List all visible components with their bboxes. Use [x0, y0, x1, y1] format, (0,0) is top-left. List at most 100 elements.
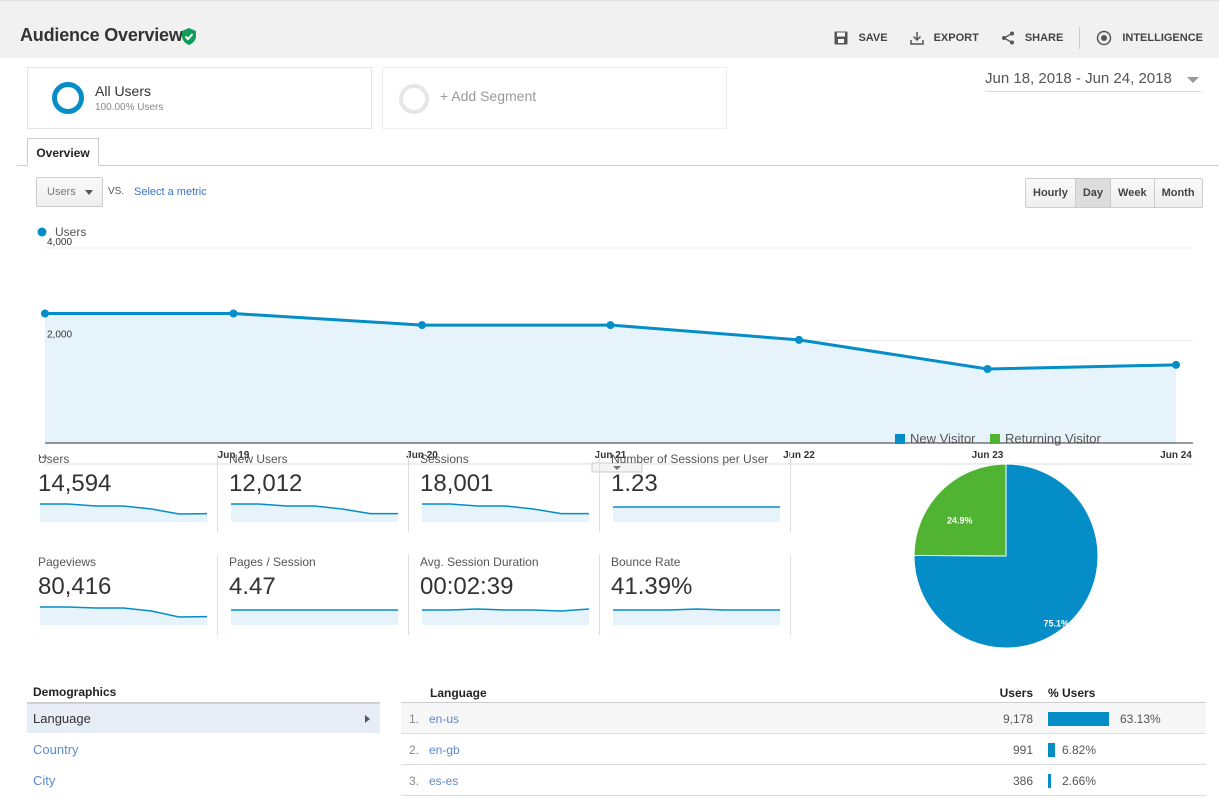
demographics-item-city[interactable]: City	[27, 766, 380, 796]
row-pct: 6.82%	[1062, 743, 1097, 757]
demographics-item-label: Language	[33, 711, 91, 726]
scorecard-label: New Users	[229, 452, 288, 466]
row-language-link[interactable]: es-es	[429, 774, 459, 788]
granularity-month[interactable]: Month	[1153, 179, 1202, 207]
scorecard[interactable]: Bounce Rate 41.39%	[608, 555, 788, 635]
row-users: 386	[1012, 774, 1033, 788]
row-number: 2.	[409, 743, 420, 757]
granularity-hourly[interactable]: Hourly	[1026, 179, 1075, 207]
header-users[interactable]: Users	[999, 686, 1033, 700]
sparkline-area	[422, 504, 589, 522]
pie-slice-label: 75.1%	[1043, 618, 1069, 628]
chevron-right-icon	[365, 715, 370, 723]
legend-new-label: New Visitor	[910, 431, 976, 446]
scorecard-divider	[790, 555, 791, 635]
pie-slice[interactable]	[913, 463, 1007, 557]
users-data-point[interactable]	[41, 309, 49, 318]
scorecard-value: 12,012	[229, 470, 303, 497]
pie-legend-returning: Returning Visitor	[990, 431, 1101, 446]
users-data-point[interactable]	[795, 335, 803, 344]
header-pct-users[interactable]: % Users	[1048, 686, 1096, 700]
legend-returning-label: Returning Visitor	[1005, 431, 1101, 446]
caret-down-icon	[1187, 77, 1199, 83]
demographics-item-country[interactable]: Country	[27, 735, 380, 765]
granularity-toggle: Hourly Day Week Month	[1025, 178, 1203, 208]
row-share-bar	[1048, 774, 1051, 788]
scorecard[interactable]: Number of Sessions per User 1.23	[608, 452, 788, 532]
users-data-point[interactable]	[418, 321, 426, 330]
scorecard-value: 4.47	[229, 573, 276, 600]
scorecard-sparkline	[40, 606, 208, 625]
scorecard-divider	[408, 555, 409, 635]
add-segment-label: + Add Segment	[440, 88, 537, 104]
legend-users-dot	[37, 227, 47, 237]
select-metric-link[interactable]: Select a metric	[134, 186, 207, 198]
scorecard-divider	[599, 555, 600, 635]
scorecard-label: Avg. Session Duration	[420, 555, 539, 569]
users-data-point[interactable]	[983, 365, 992, 373]
table-row: 3. es-es 386 2.66%	[401, 765, 1206, 796]
granularity-day[interactable]: Day	[1074, 179, 1111, 207]
collapse-arrow-icon	[613, 466, 621, 470]
scorecard-label: Number of Sessions per User	[611, 452, 769, 466]
users-data-point[interactable]	[606, 321, 615, 330]
row-pct: 2.66%	[1062, 774, 1097, 788]
pie-legend-new: New Visitor	[895, 431, 976, 446]
x-tick-label: Jun 24	[1160, 450, 1192, 461]
sparkline-area	[40, 504, 207, 522]
scorecard[interactable]: Pages / Session 4.47	[226, 555, 406, 635]
date-range-picker[interactable]: Jun 18, 2018 - Jun 24, 2018	[985, 70, 1201, 92]
tab-overview[interactable]: Overview	[27, 138, 99, 166]
metric-dropdown-value: Users	[47, 186, 76, 198]
save-icon	[834, 31, 848, 45]
sparkline-area	[422, 609, 589, 625]
metric-dropdown[interactable]: Users	[36, 177, 103, 207]
toolbar-divider	[1079, 27, 1081, 49]
scorecard-value: 80,416	[38, 573, 112, 600]
scorecard[interactable]: Sessions 18,001	[417, 452, 597, 532]
header-language: Language	[430, 686, 487, 700]
segment-subtitle: 100.00% Users	[95, 102, 164, 113]
legend-swatch-new	[895, 433, 905, 444]
row-share-bar	[1048, 743, 1055, 757]
share-button[interactable]: SHARE	[1001, 31, 1064, 45]
add-segment-button[interactable]: + Add Segment	[382, 67, 727, 129]
tab-bar-line	[17, 165, 1219, 166]
scorecard-divider	[408, 452, 409, 532]
sparkline-line	[613, 608, 780, 611]
x-tick-label: Jun 20	[406, 450, 438, 461]
users-data-point[interactable]	[1172, 360, 1180, 369]
row-language-link[interactable]: en-gb	[429, 743, 460, 757]
demographics-item-label: Country	[33, 742, 79, 757]
scorecard[interactable]: Pageviews 80,416	[35, 555, 215, 635]
x-tick-label: Jun 21	[595, 450, 627, 461]
scorecard-value: 00:02:39	[420, 573, 514, 600]
scorecard[interactable]: New Users 12,012	[226, 452, 406, 532]
scorecard-value: 18,001	[420, 470, 494, 497]
language-table: Language Users % Users 1. en-us 9,178 63.13…	[401, 681, 1206, 796]
intelligence-button[interactable]: INTELLIGENCE	[1096, 30, 1203, 46]
demographics-item-language[interactable]: Language	[27, 703, 380, 733]
granularity-week[interactable]: Week	[1110, 179, 1154, 207]
scorecard-divider	[217, 555, 218, 635]
pie-slice[interactable]	[913, 463, 1099, 649]
sparkline-area	[231, 504, 398, 522]
scorecard[interactable]: Avg. Session Duration 00:02:39	[417, 555, 597, 635]
segment-all-users[interactable]: All Users 100.00% Users	[27, 67, 372, 129]
share-label: SHARE	[1024, 32, 1064, 44]
sparkline-area	[613, 507, 780, 522]
save-button[interactable]: SAVE	[834, 31, 888, 45]
sparkline-line	[40, 503, 208, 515]
scorecard-label: Bounce Rate	[611, 555, 681, 569]
scorecard-value: 1.23	[611, 470, 658, 497]
row-language-link[interactable]: en-us	[429, 712, 460, 726]
demographics-divider	[27, 702, 380, 703]
users-data-point[interactable]	[229, 309, 238, 318]
export-button[interactable]: EXPORT	[909, 31, 979, 45]
x-tick-label: Jun 19	[218, 450, 250, 461]
scorecard[interactable]: Users 14,594	[35, 452, 215, 532]
save-label: SAVE	[858, 32, 888, 44]
scorecard-value: 41.39%	[611, 573, 693, 600]
verified-shield-icon	[182, 28, 196, 45]
share-icon	[1001, 31, 1014, 45]
